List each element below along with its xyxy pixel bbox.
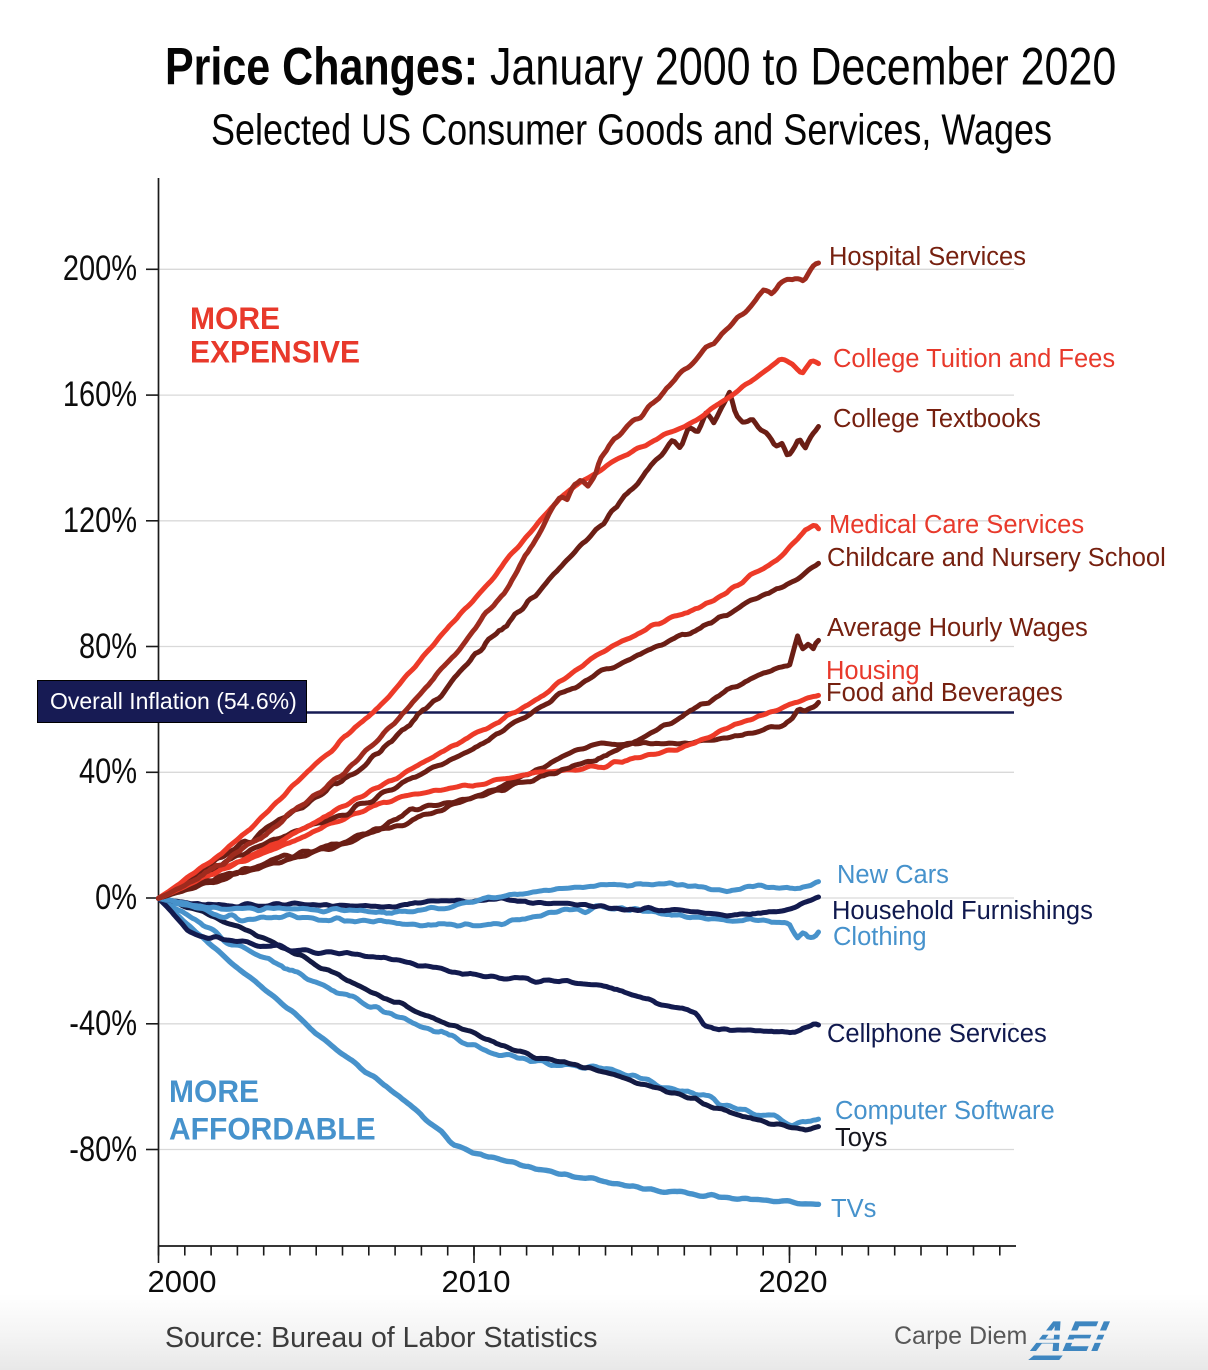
svg-text:AEI: AEI bbox=[1028, 1313, 1112, 1360]
